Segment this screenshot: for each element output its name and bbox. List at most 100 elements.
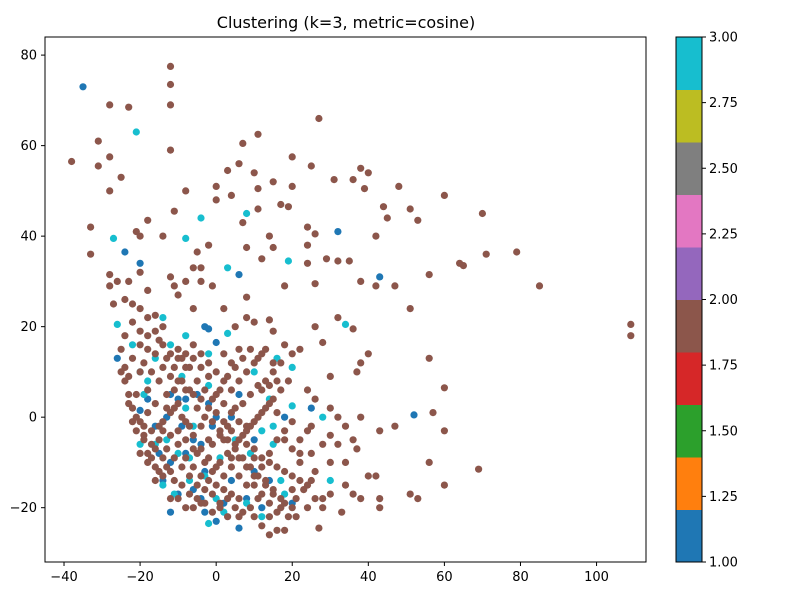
data-point-cluster-2 <box>513 248 521 256</box>
data-point-cluster-2 <box>140 422 148 430</box>
data-point-cluster-2 <box>319 495 327 503</box>
data-point-cluster-2 <box>349 176 357 184</box>
data-point-cluster-2 <box>136 341 144 349</box>
data-point-cluster-2 <box>288 182 296 190</box>
data-point-cluster-2 <box>136 232 144 240</box>
data-point-cluster-2 <box>243 481 251 489</box>
data-point-cluster-2 <box>68 157 76 166</box>
data-point-cluster-2 <box>182 277 190 285</box>
data-point-cluster-2 <box>178 413 186 421</box>
data-point-cluster-2 <box>311 280 319 288</box>
data-point-cluster-2 <box>292 495 300 503</box>
data-point-cluster-2 <box>406 205 414 213</box>
data-point-cluster-2 <box>231 445 239 453</box>
data-point-cluster-1 <box>307 404 315 412</box>
data-point-cluster-2 <box>383 214 391 222</box>
data-point-cluster-3 <box>258 427 266 435</box>
data-point-cluster-2 <box>250 418 258 426</box>
data-point-cluster-2 <box>303 259 312 267</box>
data-point-cluster-3 <box>243 209 251 218</box>
data-point-cluster-2 <box>360 185 369 193</box>
data-point-cluster-2 <box>246 390 254 399</box>
data-point-cluster-2 <box>224 422 232 430</box>
data-point-cluster-2 <box>239 139 247 147</box>
data-point-cluster-2 <box>144 332 152 340</box>
data-point-cluster-2 <box>144 409 152 417</box>
data-point-cluster-2 <box>220 486 228 494</box>
data-point-cluster-1 <box>281 413 289 421</box>
data-point-cluster-2 <box>197 264 205 272</box>
data-point-cluster-2 <box>406 305 414 313</box>
data-point-cluster-2 <box>482 250 490 258</box>
data-point-cluster-2 <box>349 436 357 444</box>
data-point-cluster-2 <box>345 257 353 265</box>
y-tick-label: −20 <box>10 501 37 516</box>
colorbar-band <box>676 352 702 405</box>
data-point-cluster-3 <box>258 513 266 521</box>
data-point-cluster-2 <box>425 458 433 466</box>
data-point-cluster-2 <box>144 314 152 322</box>
data-point-cluster-2 <box>151 400 159 408</box>
data-point-cluster-2 <box>109 300 118 308</box>
data-point-cluster-2 <box>277 386 285 394</box>
data-point-cluster-2 <box>224 513 232 521</box>
data-point-cluster-2 <box>250 513 258 521</box>
data-point-cluster-2 <box>334 440 342 448</box>
data-point-cluster-2 <box>212 409 220 417</box>
data-point-cluster-2 <box>311 467 319 476</box>
data-point-cluster-2 <box>265 531 273 539</box>
x-tick-label: −40 <box>50 570 77 585</box>
data-point-cluster-2 <box>151 350 159 358</box>
data-point-cluster-2 <box>231 504 239 512</box>
data-point-cluster-2 <box>425 354 433 362</box>
data-point-cluster-2 <box>193 248 201 256</box>
data-point-cluster-2 <box>364 350 372 358</box>
data-point-cluster-2 <box>117 345 125 353</box>
data-point-cluster-2 <box>174 345 182 353</box>
data-point-cluster-3 <box>288 402 296 410</box>
data-point-cluster-2 <box>201 386 209 394</box>
data-point-cluster-2 <box>307 162 315 170</box>
data-point-cluster-1 <box>182 395 190 403</box>
data-point-cluster-2 <box>281 436 289 444</box>
data-point-cluster-3 <box>128 341 137 349</box>
data-point-cluster-2 <box>220 400 228 408</box>
data-point-cluster-2 <box>315 114 323 123</box>
data-point-cluster-2 <box>338 508 346 516</box>
data-point-cluster-2 <box>349 325 357 333</box>
data-point-cluster-2 <box>326 490 334 498</box>
data-point-cluster-2 <box>311 230 319 238</box>
data-point-cluster-2 <box>296 476 304 485</box>
data-point-cluster-1 <box>235 271 243 279</box>
data-point-cluster-2 <box>106 271 114 279</box>
data-point-cluster-2 <box>106 187 114 195</box>
data-point-cluster-3 <box>182 234 190 242</box>
data-point-cluster-2 <box>193 377 201 385</box>
data-point-cluster-2 <box>277 200 285 209</box>
data-point-cluster-2 <box>250 359 258 367</box>
data-point-cluster-2 <box>155 467 163 476</box>
data-point-cluster-2 <box>208 282 216 290</box>
data-point-cluster-2 <box>372 232 380 240</box>
data-point-cluster-1 <box>113 354 121 362</box>
data-point-cluster-2 <box>125 372 133 380</box>
data-point-cluster-2 <box>235 472 243 480</box>
data-point-cluster-2 <box>151 327 159 335</box>
data-point-cluster-2 <box>132 413 140 421</box>
data-point-cluster-2 <box>341 422 350 430</box>
data-point-cluster-2 <box>227 463 235 471</box>
data-point-cluster-2 <box>296 345 304 353</box>
data-point-cluster-2 <box>281 341 289 349</box>
data-point-cluster-2 <box>239 400 247 408</box>
data-point-cluster-3 <box>277 476 285 485</box>
data-point-cluster-2 <box>303 241 312 249</box>
data-point-cluster-2 <box>326 458 334 466</box>
data-point-cluster-2 <box>311 395 319 403</box>
colorbar-band <box>676 247 702 300</box>
data-point-cluster-2 <box>258 255 266 263</box>
data-point-cluster-2 <box>136 368 144 376</box>
y-axis: −20 0 20 40 60 80 <box>10 49 45 516</box>
data-point-cluster-3 <box>182 404 190 412</box>
colorbar: 1.00 1.25 1.50 1.75 2.00 2.25 2.50 2.75 3.00 <box>675 31 738 571</box>
